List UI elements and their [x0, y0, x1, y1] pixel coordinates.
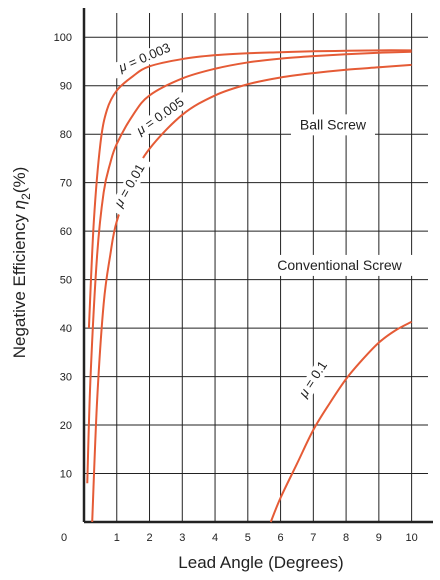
y-axis-label-unit: (%) [10, 167, 29, 193]
annotation-bg-0 [290, 114, 375, 136]
series-label-bg-0 [110, 37, 180, 79]
x-tick-label-10: 10 [405, 532, 417, 544]
series-label-text-2: μ = 0.01 [110, 161, 147, 210]
x-tick-label-6: 6 [278, 532, 284, 544]
y-tick-label-90: 90 [60, 81, 72, 93]
origin-label: 0 [61, 532, 67, 544]
series-curve-0 [87, 49, 412, 329]
series-label-text-1: μ = 0.005 [133, 94, 187, 138]
series-label-2: μ = 0.01 [108, 155, 152, 216]
annotation-bg-1 [263, 254, 416, 276]
y-tick-label-10: 10 [60, 469, 72, 481]
tick-labels: 1 2 3 4 5 6 7 8 9 10 10 20 30 40 50 60 70 80 90 100 0 [54, 32, 418, 544]
series-label-value-2: = 0.01 [116, 161, 147, 200]
y-tick-label-50: 50 [60, 275, 72, 287]
x-tick-label-3: 3 [179, 532, 185, 544]
x-tick-label-5: 5 [245, 532, 251, 544]
x-axis-label: Lead Angle (Degrees) [178, 553, 343, 572]
series-label-value-1: = 0.005 [142, 94, 186, 131]
y-tick-label-100: 100 [54, 32, 72, 44]
series-label-bg-3 [292, 353, 335, 406]
annotation-1: Conventional Screw [277, 257, 402, 273]
series-curve-1 [86, 50, 412, 484]
series-label-3: μ = 0.1 [292, 353, 335, 406]
x-tick-label-1: 1 [114, 532, 120, 544]
x-tick-label-2: 2 [146, 532, 152, 544]
annotations: Ball Screw Conventional Screw [263, 114, 416, 276]
y-tick-label-30: 30 [60, 372, 72, 384]
series-curve-2 [91, 63, 412, 523]
series-curves [86, 49, 413, 523]
axes [82, 8, 433, 524]
x-tick-label-8: 8 [343, 532, 349, 544]
x-tick-label-4: 4 [212, 532, 218, 544]
series-label-bg-1 [128, 91, 193, 143]
x-tick-label-9: 9 [376, 532, 382, 544]
annotation-0: Ball Screw [300, 116, 367, 132]
series-curve-3 [269, 320, 413, 523]
y-tick-label-80: 80 [60, 129, 72, 141]
y-tick-label-40: 40 [60, 323, 72, 335]
y-axis-label-symbol: η [10, 200, 29, 209]
y-axis-label-subscript: 2 [19, 193, 33, 200]
series-label-bg-2 [108, 155, 152, 216]
y-tick-label-60: 60 [60, 226, 72, 238]
y-tick-label-20: 20 [60, 420, 72, 432]
y-axis-label-main: Negative Efficiency [10, 209, 29, 358]
x-tick-label-7: 7 [310, 532, 316, 544]
y-tick-label-70: 70 [60, 178, 72, 190]
series-label-mu-0: μ [116, 57, 133, 75]
series-label-0: μ = 0.003 [110, 37, 180, 79]
y-axis-label: Negative Efficiency η2(%) [10, 167, 33, 359]
